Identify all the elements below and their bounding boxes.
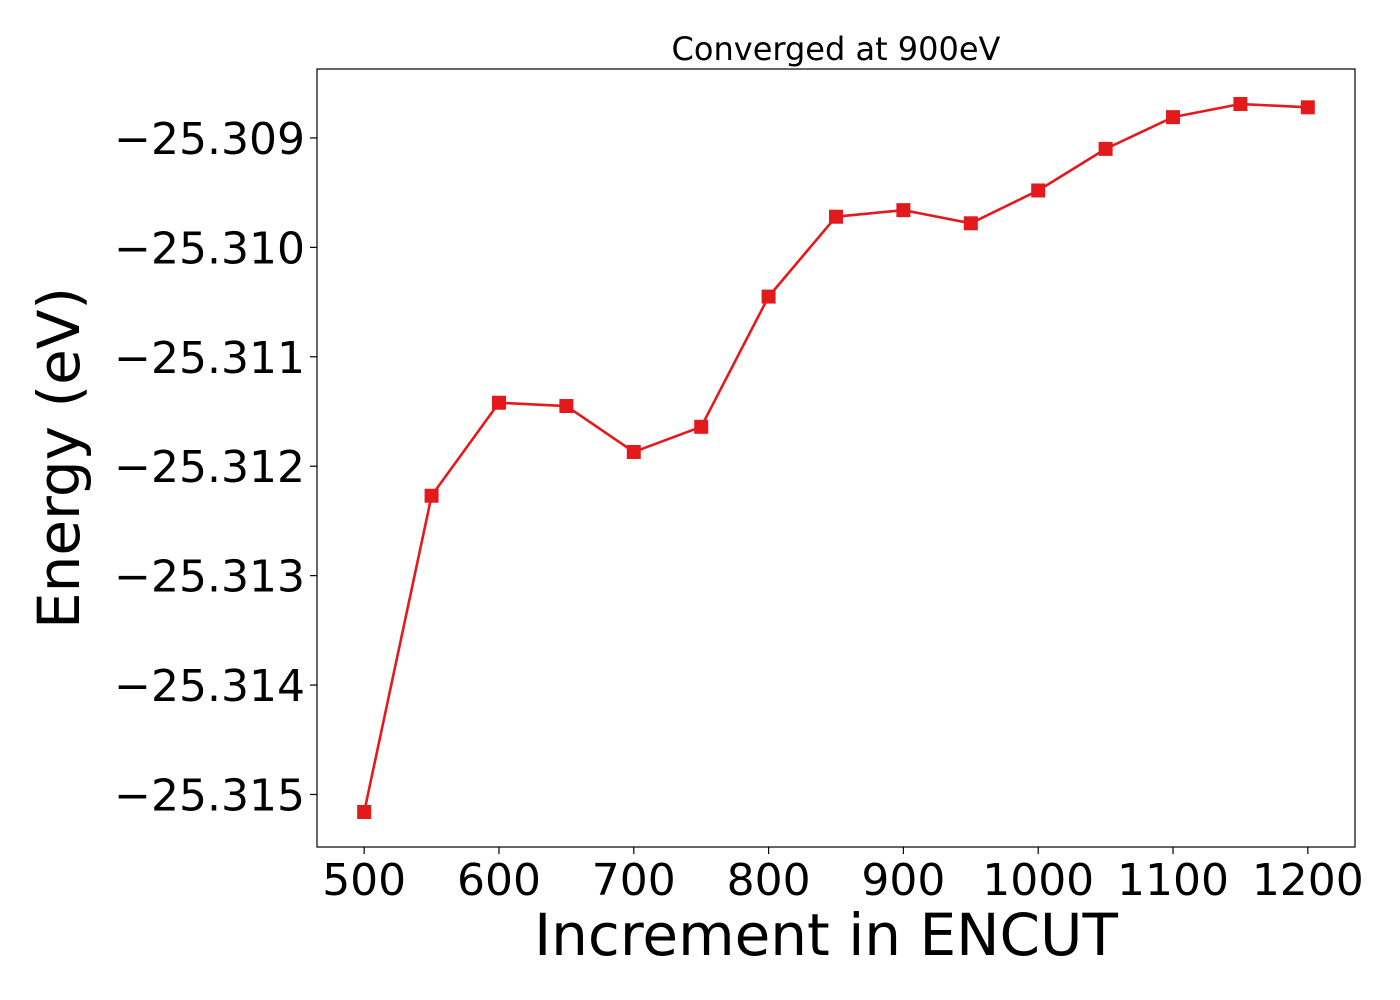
x-tick-label: 900 bbox=[861, 855, 945, 906]
y-tick-label: −25.310 bbox=[114, 223, 305, 274]
data-point bbox=[491, 395, 506, 410]
data-point bbox=[626, 444, 641, 459]
y-axis-label: Energy (eV) bbox=[25, 287, 93, 629]
y-tick-label: −25.312 bbox=[114, 442, 305, 493]
data-point bbox=[559, 399, 574, 414]
y-tick-label: −25.313 bbox=[114, 552, 305, 603]
series-group bbox=[357, 97, 1315, 819]
x-tick-label: 1000 bbox=[982, 855, 1094, 906]
y-tick-label: −25.309 bbox=[114, 114, 305, 165]
data-point bbox=[963, 216, 978, 231]
y-tick-label: −25.315 bbox=[114, 770, 305, 821]
y-tick-label: −25.311 bbox=[114, 333, 305, 384]
y-axis-ticks: −25.315 −25.314 −25.313 −25.312 −25.311 −25.3… bbox=[114, 114, 317, 821]
y-tick-label: −25.314 bbox=[114, 661, 305, 712]
data-point bbox=[357, 804, 372, 819]
x-tick-label: 500 bbox=[322, 855, 406, 906]
x-axis-label: Increment in ENCUT bbox=[534, 901, 1118, 969]
data-point bbox=[829, 209, 843, 224]
x-tick-label: 800 bbox=[727, 855, 811, 906]
data-point bbox=[1233, 97, 1248, 112]
chart-title: Converged at 900eV bbox=[672, 30, 1001, 68]
x-tick-label: 700 bbox=[592, 855, 676, 906]
data-point bbox=[761, 289, 776, 304]
data-point bbox=[1300, 100, 1315, 115]
data-point bbox=[1031, 183, 1046, 198]
data-point bbox=[896, 203, 911, 218]
plot-frame bbox=[316, 68, 1356, 848]
x-tick-label: 600 bbox=[457, 855, 541, 906]
data-point bbox=[694, 419, 709, 434]
data-point bbox=[1166, 110, 1181, 125]
x-tick-label: 1200 bbox=[1252, 855, 1364, 906]
data-point bbox=[1098, 141, 1113, 156]
data-point bbox=[424, 488, 439, 503]
x-axis-ticks: 500 600 700 800 900 1000 1100 1200 bbox=[322, 847, 1364, 906]
x-tick-label: 1100 bbox=[1117, 855, 1229, 906]
